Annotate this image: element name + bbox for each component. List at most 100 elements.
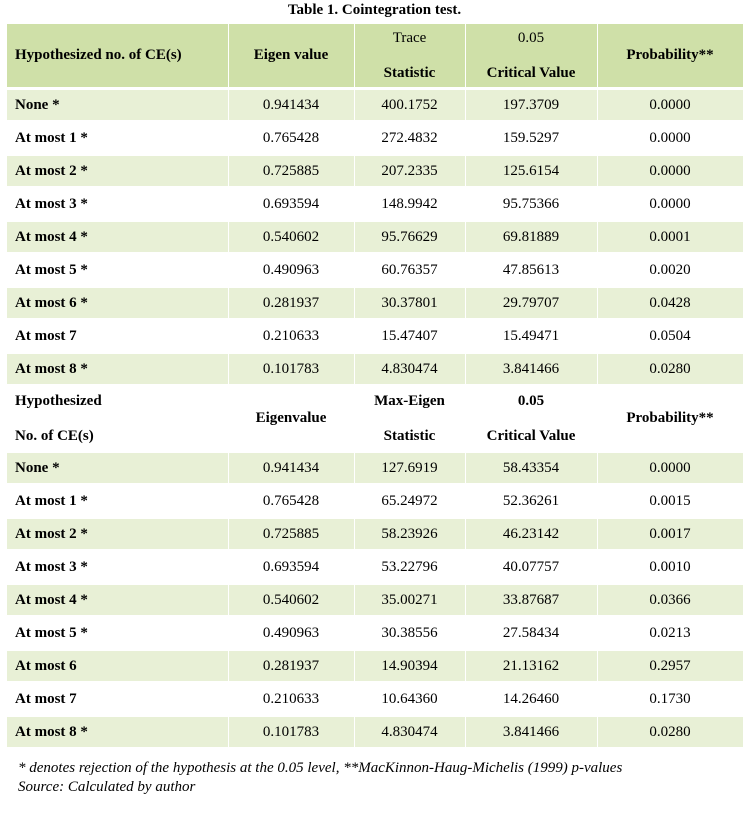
probability-cell: 0.0366 (597, 583, 744, 618)
critical-value-cell: 47.85613 (465, 253, 598, 288)
eigenvalue-cell: 0.210633 (228, 319, 355, 354)
trace-header-probability: Probability** (597, 24, 744, 90)
eigenvalue-cell: 0.210633 (228, 682, 355, 717)
maxeigen-header-hypothesized-bottom: No. of CE(s) (15, 427, 94, 444)
trace-header-statistic-bottom: Statistic (383, 64, 436, 81)
maxeigen-header-statistic-bottom: Statistic (383, 427, 436, 444)
table-caption: Table 1. Cointegration test. (287, 2, 462, 18)
statistic-cell: 95.76629 (354, 220, 466, 255)
statistic-cell: 53.22796 (354, 550, 466, 585)
eigenvalue-cell: 0.941434 (228, 451, 355, 486)
table-row: At most 8 * 0.101783 4.830474 3.841466 0.028… (7, 352, 744, 387)
row-label: At most 4 * (7, 583, 229, 618)
statistic-cell: 4.830474 (354, 715, 466, 750)
eigenvalue-cell: 0.281937 (228, 286, 355, 321)
probability-cell: 0.0001 (597, 220, 744, 255)
table-row: None * 0.941434 127.6919 58.43354 0.0000 (7, 451, 744, 486)
probability-cell: 0.0000 (597, 121, 744, 156)
table-row: At most 4 * 0.540602 95.76629 69.81889 0.000… (7, 220, 744, 255)
row-label: At most 4 * (7, 220, 229, 255)
probability-cell: 0.0015 (597, 484, 744, 519)
row-label: At most 6 * (7, 286, 229, 321)
maxeigen-header-row: Hypothesized No. of CE(s) Eigenvalue Max… (7, 385, 744, 453)
eigenvalue-cell: 0.101783 (228, 352, 355, 387)
row-label: At most 8 * (7, 715, 229, 750)
trace-header-statistic: Trace Statistic (354, 24, 466, 90)
probability-cell: 0.0428 (597, 286, 744, 321)
probability-cell: 0.0020 (597, 253, 744, 288)
probability-cell: 0.1730 (597, 682, 744, 717)
probability-cell: 0.0280 (597, 715, 744, 750)
eigenvalue-cell: 0.693594 (228, 187, 355, 222)
probability-cell: 0.0000 (597, 88, 744, 123)
table-row: At most 6 0.281937 14.90394 21.13162 0.2957 (7, 649, 744, 684)
critical-value-cell: 159.5297 (465, 121, 598, 156)
probability-cell: 0.2957 (597, 649, 744, 684)
critical-value-cell: 29.79707 (465, 286, 598, 321)
statistic-cell: 58.23926 (354, 517, 466, 552)
notes-significance: * denotes rejection of the hypothesis at… (18, 760, 623, 776)
table-row: At most 7 0.210633 15.47407 15.49471 0.0504 (7, 319, 744, 354)
maxeigen-header-statistic: Max-Eigen Statistic (354, 385, 466, 453)
critical-value-cell: 125.6154 (465, 154, 598, 189)
eigenvalue-cell: 0.941434 (228, 88, 355, 123)
table-row: None * 0.941434 400.1752 197.3709 0.0000 (7, 88, 744, 123)
critical-value-cell: 52.36261 (465, 484, 598, 519)
statistic-cell: 14.90394 (354, 649, 466, 684)
eigenvalue-cell: 0.765428 (228, 484, 355, 519)
critical-value-cell: 40.07757 (465, 550, 598, 585)
table-row: At most 1 * 0.765428 65.24972 52.36261 0.001… (7, 484, 744, 519)
trace-header-statistic-top: Trace (392, 29, 427, 46)
table-row: At most 8 * 0.101783 4.830474 3.841466 0.028… (7, 715, 744, 750)
statistic-cell: 30.38556 (354, 616, 466, 651)
eigenvalue-cell: 0.490963 (228, 253, 355, 288)
probability-cell: 0.0280 (597, 352, 744, 387)
trace-header-eigen: Eigen value (228, 24, 355, 90)
maxeigen-header-critical-top: 0.05 (517, 392, 545, 409)
row-label: At most 1 * (7, 121, 229, 156)
eigenvalue-cell: 0.725885 (228, 517, 355, 552)
probability-cell: 0.0504 (597, 319, 744, 354)
statistic-cell: 148.9942 (354, 187, 466, 222)
statistic-cell: 30.37801 (354, 286, 466, 321)
row-label: At most 8 * (7, 352, 229, 387)
eigenvalue-cell: 0.725885 (228, 154, 355, 189)
critical-value-cell: 46.23142 (465, 517, 598, 552)
row-label: At most 5 * (7, 616, 229, 651)
eigenvalue-cell: 0.765428 (228, 121, 355, 156)
maxeigen-header-eigen: Eigenvalue (228, 385, 355, 453)
statistic-cell: 35.00271 (354, 583, 466, 618)
statistic-cell: 400.1752 (354, 88, 466, 123)
eigenvalue-cell: 0.490963 (228, 616, 355, 651)
critical-value-cell: 3.841466 (465, 715, 598, 750)
trace-header-critical-top: 0.05 (517, 29, 545, 46)
critical-value-cell: 21.13162 (465, 649, 598, 684)
critical-value-cell: 95.75366 (465, 187, 598, 222)
eigenvalue-cell: 0.693594 (228, 550, 355, 585)
probability-cell: 0.0000 (597, 187, 744, 222)
row-label: At most 7 (7, 682, 229, 717)
maxeigen-header-critical-bottom: Critical Value (486, 427, 576, 444)
critical-value-cell: 3.841466 (465, 352, 598, 387)
probability-cell: 0.0010 (597, 550, 744, 585)
trace-header-row: Hypothesized no. of CE(s) Eigen value Tr… (7, 24, 744, 90)
trace-header-critical-bottom: Critical Value (486, 64, 576, 81)
probability-cell: 0.0017 (597, 517, 744, 552)
maxeigen-header-probability: Probability** (597, 385, 744, 453)
statistic-cell: 127.6919 (354, 451, 466, 486)
table-notes: * denotes rejection of the hypothesis at… (18, 759, 738, 797)
eigenvalue-cell: 0.281937 (228, 649, 355, 684)
row-label: At most 2 * (7, 517, 229, 552)
critical-value-cell: 15.49471 (465, 319, 598, 354)
row-label: At most 1 * (7, 484, 229, 519)
row-label: At most 5 * (7, 253, 229, 288)
critical-value-cell: 27.58434 (465, 616, 598, 651)
table-row: At most 2 * 0.725885 207.2335 125.6154 0.000… (7, 154, 744, 189)
table-row: At most 3 * 0.693594 53.22796 40.07757 0.001… (7, 550, 744, 585)
probability-cell: 0.0000 (597, 451, 744, 486)
table-row: At most 7 0.210633 10.64360 14.26460 0.1730 (7, 682, 744, 717)
eigenvalue-cell: 0.540602 (228, 220, 355, 255)
maxeigen-header-statistic-top: Max-Eigen (374, 392, 445, 409)
row-label: None * (7, 88, 229, 123)
maxeigen-header-hypothesized: Hypothesized No. of CE(s) (7, 385, 229, 453)
